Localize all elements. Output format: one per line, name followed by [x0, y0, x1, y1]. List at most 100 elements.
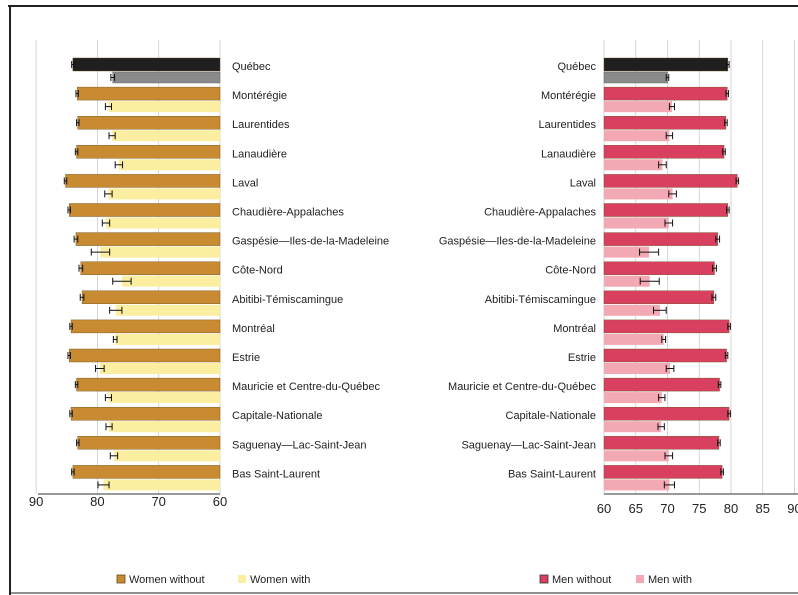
bar-women-with-cote-nord: [121, 275, 220, 287]
bar-men-with-lanaudiere: [604, 159, 663, 171]
category-label-chaudiere-appalaches: Chaudière-Appalaches: [232, 207, 344, 219]
x-tick-label: 60: [213, 494, 227, 509]
bar-men-with-bas-saint-laurent: [604, 479, 670, 491]
legend-swatch-men-with: [636, 575, 644, 583]
category-label-montreal: Montréal: [553, 323, 596, 335]
category-label-estrie: Estrie: [232, 352, 260, 364]
bar-men-with-chaudiere-appalaches: [604, 217, 669, 229]
bar-men-without-cote-nord: [603, 261, 715, 275]
bar-women-without-saguenay-lac-saint-jean: [77, 436, 221, 450]
bar-women-without-laval: [65, 174, 221, 188]
bar-women-with-estrie: [99, 363, 220, 374]
bar-women-without-mauricie-et-centre-du-quebec: [76, 377, 221, 392]
bar-women-with-laval: [108, 188, 220, 200]
bar-men-without-bas-saint-laurent: [603, 465, 723, 479]
category-label-bas-saint-laurent: Bas Saint-Laurent: [508, 468, 596, 480]
category-label-laval: Laval: [570, 177, 596, 189]
bar-women-without-quebec: [72, 57, 221, 72]
bar-men-without-saguenay-lac-saint-jean: [603, 436, 720, 450]
bar-women-with-laurentides: [112, 130, 220, 142]
bar-men-with-cote-nord: [604, 275, 650, 287]
category-label-lanaudiere: Lanaudière: [232, 148, 287, 160]
x-tick-label: 80: [724, 501, 738, 516]
bar-women-without-cote-nord: [80, 261, 221, 275]
legends: Women without Women with Men without Men wi…: [116, 574, 692, 586]
bar-men-without-laurentides: [603, 115, 727, 130]
legend-label-men-without: Men without: [552, 574, 611, 586]
bar-men-with-quebec: [603, 71, 668, 84]
category-label-abitibi-temiscamingue: Abitibi-Témiscamingue: [232, 294, 343, 306]
category-label-quebec: Québec: [232, 61, 271, 73]
bar-women-without-lanaudiere: [76, 145, 221, 159]
x-tick-label: 70: [660, 501, 674, 516]
legend-label-men-with: Men with: [648, 574, 692, 586]
category-label-abitibi-temiscamingue: Abitibi-Témiscamingue: [485, 294, 596, 306]
category-label-mauricie-et-centre-du-quebec: Mauricie et Centre-du-Québec: [232, 381, 380, 393]
category-label-saguenay-lac-saint-jean: Saguenay—Lac-Saint-Jean: [461, 439, 596, 451]
bar-men-with-laval: [604, 188, 673, 200]
bar-men-without-monteregie: [603, 86, 728, 101]
bar-women-with-quebec: [112, 71, 221, 84]
bar-women-without-capitale-nationale: [70, 407, 221, 421]
bar-women-with-abitibi-temiscamingue: [115, 304, 220, 316]
bar-women-without-bas-saint-laurent: [72, 465, 221, 479]
bar-men-without-montreal: [603, 319, 730, 334]
bar-women-with-mauricie-et-centre-du-quebec: [108, 392, 220, 404]
bar-men-without-gaspesie-iles-de-la-madeleine: [603, 232, 718, 246]
category-label-estrie: Estrie: [568, 352, 596, 364]
bar-women-without-montreal: [70, 319, 221, 334]
bar-men-without-abitibi-temiscamingue: [603, 290, 715, 304]
bar-women-with-montreal: [115, 333, 220, 345]
x-tick-label: 85: [756, 501, 770, 516]
bar-men-without-capitale-nationale: [603, 407, 730, 421]
bar-men-without-estrie: [603, 348, 727, 363]
category-label-saguenay-lac-saint-jean: Saguenay—Lac-Saint-Jean: [232, 439, 367, 451]
category-label-bas-saint-laurent: Bas Saint-Laurent: [232, 468, 320, 480]
bar-men-without-chaudiere-appalaches: [603, 203, 729, 217]
x-tick-label: 75: [692, 501, 706, 516]
category-label-laval: Laval: [232, 177, 258, 189]
category-label-gaspesie-iles-de-la-madeleine: Gaspésie—Iles-de-la-Madeleine: [439, 236, 596, 248]
bar-men-without-mauricie-et-centre-du-quebec: [603, 377, 720, 392]
bar-men-with-laurentides: [604, 130, 670, 142]
bar-men-with-monteregie: [604, 101, 672, 113]
category-label-mauricie-et-centre-du-quebec: Mauricie et Centre-du-Québec: [448, 381, 596, 393]
bar-women-without-abitibi-temiscamingue: [81, 290, 221, 304]
bar-women-without-chaudiere-appalaches: [69, 203, 221, 217]
bar-women-without-gaspesie-iles-de-la-madeleine: [75, 232, 221, 246]
bar-men-with-abitibi-temiscamingue: [604, 304, 660, 316]
category-label-quebec: Québec: [557, 61, 596, 73]
bar-men-with-mauricie-et-centre-du-quebec: [604, 392, 662, 404]
x-tick-label: 65: [629, 501, 643, 516]
figure-frame: [8, 5, 798, 595]
bar-women-without-monteregie: [76, 86, 221, 101]
legend-swatch-women-with: [238, 575, 246, 583]
legend-swatch-men-without: [539, 574, 549, 584]
category-label-monteregie: Montérégie: [541, 90, 596, 102]
x-tick-label: 90: [29, 494, 43, 509]
category-label-gaspesie-iles-de-la-madeleine: Gaspésie—Iles-de-la-Madeleine: [232, 236, 389, 248]
category-label-monteregie: Montérégie: [232, 90, 287, 102]
legend-swatch-women-without: [116, 574, 126, 584]
men-panel: 60 65 70 75 80 85 90 Québec Montérégie Laurentide…: [439, 40, 798, 516]
bar-men-with-montreal: [604, 333, 664, 345]
bar-women-with-chaudiere-appalaches: [105, 217, 220, 229]
category-label-laurentides: Laurentides: [232, 119, 290, 131]
bar-men-with-estrie: [604, 363, 671, 374]
bar-men-with-gaspesie-iles-de-la-madeleine: [604, 246, 650, 258]
women-panel: 90 80 70 60 Québec Montérégie Laurentides Lanau…: [29, 40, 389, 509]
category-label-capitale-nationale: Capitale-Nationale: [506, 410, 597, 422]
category-label-lanaudiere: Lanaudière: [541, 148, 596, 160]
bar-women-with-gaspesie-iles-de-la-madeleine: [100, 246, 220, 258]
category-label-laurentides: Laurentides: [539, 119, 597, 131]
bar-men-without-lanaudiere: [603, 145, 725, 159]
category-label-cote-nord: Côte-Nord: [545, 265, 596, 277]
bar-women-with-lanaudiere: [118, 159, 220, 171]
bar-women-without-laurentides: [77, 115, 221, 130]
bar-women-without-estrie: [69, 348, 221, 363]
x-tick-label: 90: [787, 501, 798, 516]
x-tick-label: 70: [151, 494, 165, 509]
legend-label-women-with: Women with: [250, 574, 310, 586]
x-tick-label: 60: [597, 501, 611, 516]
